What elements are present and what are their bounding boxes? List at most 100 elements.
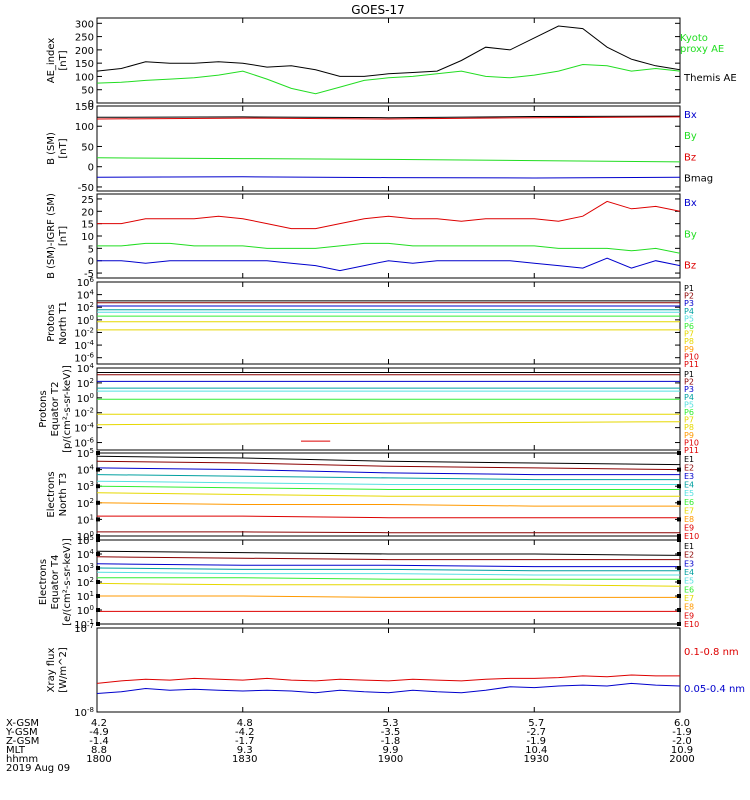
- y-tick-label: 150: [75, 102, 94, 113]
- legend-p10: P10: [684, 352, 699, 361]
- footer-row-label: 2019 Aug 09: [6, 763, 70, 774]
- series-e4: [97, 474, 680, 481]
- footer-value: -4.9: [89, 727, 109, 738]
- legend-item: Bmag: [684, 174, 713, 185]
- y-tick-label: 102: [77, 377, 94, 390]
- y-tick-label: 0: [88, 257, 94, 268]
- series-e2: [97, 460, 680, 471]
- legend-e5: E5: [684, 577, 694, 586]
- series-e1: [97, 455, 680, 466]
- legend-e3: E3: [684, 472, 694, 481]
- legend-p8: P8: [684, 423, 694, 432]
- y-axis-label: B (SM)-IGRF (SM): [46, 193, 57, 279]
- y-tick-label: 10-2: [74, 326, 94, 339]
- y-tick-label: 0: [88, 99, 94, 110]
- series-bx: [97, 257, 680, 272]
- marker: [677, 467, 681, 472]
- marker: [677, 608, 681, 612]
- y-tick-label: 106: [77, 276, 95, 289]
- legend-item: By: [684, 131, 697, 142]
- legend-p9: P9: [684, 431, 694, 440]
- series-0-05-0-4-nm: [97, 682, 680, 694]
- footer-value: -1.8: [381, 736, 401, 747]
- y-tick-label: 10: [81, 232, 94, 243]
- legend-p3: P3: [684, 299, 694, 308]
- legend-p6: P6: [684, 322, 694, 331]
- marker: [96, 467, 100, 472]
- y-tick-label: 104: [77, 362, 95, 375]
- series-e7: [97, 492, 680, 497]
- series-e7: [97, 582, 680, 587]
- y-axis-label: AE_index: [46, 38, 57, 84]
- y-tick-label: 20: [81, 207, 94, 218]
- y-tick-label: 100: [77, 314, 94, 327]
- y-tick-label: 100: [75, 122, 94, 133]
- y-tick-label: -50: [78, 183, 94, 194]
- y-tick-label: 101: [77, 590, 94, 603]
- marker: [677, 534, 681, 538]
- y-axis-label: Electrons: [38, 559, 49, 605]
- footer-value: 10.9: [671, 745, 693, 756]
- footer-value: -1.4: [89, 736, 109, 747]
- marker: [677, 538, 681, 542]
- y-tick-label: 300: [75, 19, 94, 30]
- y-tick-label: 103: [77, 480, 94, 493]
- legend-p3: P3: [684, 385, 694, 394]
- footer-value: -2.7: [526, 727, 546, 738]
- panel-xray: 10-7 10-8 Xray flux [W/m^2] 0.1-0.8 nm 0.05-0…: [46, 622, 745, 719]
- legend-e9: E9: [684, 611, 694, 620]
- series-e10: [97, 531, 680, 534]
- marker: [96, 580, 100, 584]
- y-axis-label: Equator T2: [50, 382, 61, 437]
- y-tick-label: 100: [77, 392, 94, 405]
- y-axis-label: Equator T4: [50, 555, 61, 610]
- legend-p7: P7: [684, 416, 694, 425]
- y-tick-label: 250: [75, 33, 94, 44]
- y-tick-label: 150: [75, 59, 94, 70]
- series-by: [97, 157, 680, 163]
- y-tick-label: 105: [77, 447, 94, 460]
- legend-p9: P9: [684, 345, 694, 354]
- marker: [677, 594, 681, 598]
- footer-row-label: Y-GSM: [5, 727, 38, 738]
- marker: [96, 552, 100, 556]
- legend-p7: P7: [684, 330, 694, 339]
- y-tick-label: 50: [81, 86, 94, 97]
- y-tick-label: 10-4: [74, 422, 94, 435]
- series-e5: [97, 480, 680, 485]
- legend-item: Bz: [684, 152, 696, 163]
- marker: [96, 622, 100, 626]
- legend-item: proxy AE: [680, 44, 724, 55]
- marker: [677, 552, 681, 556]
- legend-e3: E3: [684, 559, 694, 568]
- y-tick-label: 101: [77, 513, 94, 526]
- y-tick-label: 104: [77, 548, 95, 561]
- legend-item: 0.1-0.8 nm: [684, 647, 739, 658]
- marker: [677, 580, 681, 584]
- y-tick-label: 100: [77, 530, 94, 543]
- panel-frame: [96, 452, 681, 537]
- footer-row-label: Z-GSM: [6, 736, 39, 747]
- series-e6: [97, 485, 680, 490]
- y-tick-label: 25: [81, 195, 94, 206]
- footer-value: -2.0: [672, 736, 692, 747]
- y-tick-label: 10-7: [74, 622, 94, 635]
- legend-item: Bx: [684, 110, 697, 121]
- y-axis-label: Protons: [38, 390, 49, 427]
- series-e9: [97, 515, 680, 519]
- legend-p8: P8: [684, 337, 694, 346]
- footer-row-label: X-GSM: [6, 718, 39, 729]
- marker: [677, 500, 681, 505]
- y-tick-label: 10-2: [74, 407, 94, 420]
- legend-e4: E4: [684, 568, 694, 577]
- footer-value: 6.0: [674, 718, 690, 729]
- y-tick-label: 10-6: [74, 437, 94, 450]
- legend-p11: P11: [684, 446, 699, 455]
- marker: [96, 517, 100, 522]
- y-tick-label: 10-4: [74, 339, 94, 352]
- panel-ae: 300 250 200 150 100 50 0 AE_index [nT] Kyotoproxy…: [46, 17, 737, 110]
- legend-e1: E1: [684, 455, 694, 464]
- y-tick-label: 102: [77, 301, 94, 314]
